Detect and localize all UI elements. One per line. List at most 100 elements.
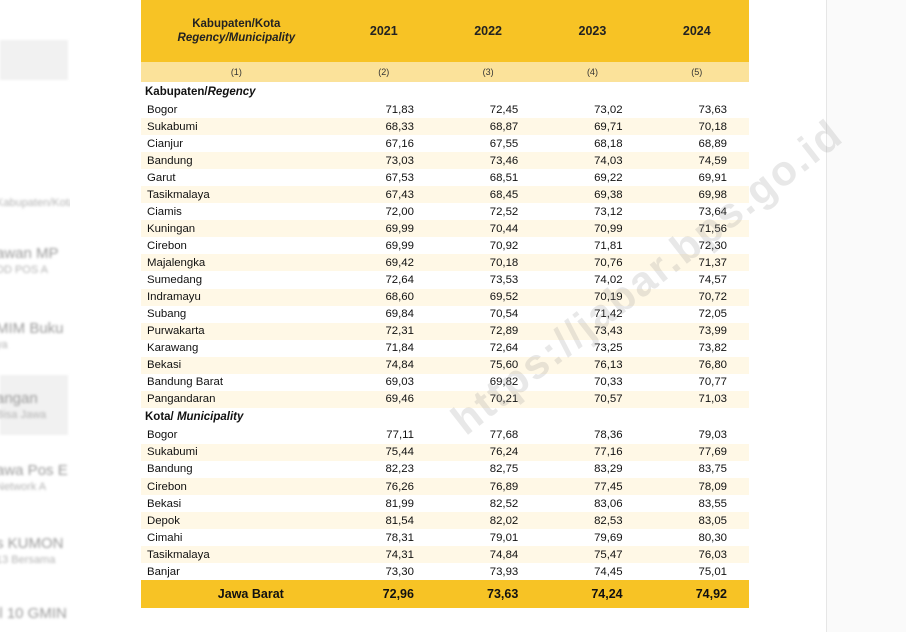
ipm-value: 69,84 xyxy=(331,305,436,323)
ipm-value: 73,03 xyxy=(331,152,436,170)
section-title: Kota/ Municipality xyxy=(141,407,749,427)
background-link: s KUMON 13 Bersama xyxy=(0,535,70,566)
header-year: 2023 xyxy=(540,0,645,62)
table-row: Cianjur 67,16 67,55 68,18 68,89 xyxy=(141,135,749,153)
municipality-section: Kota/ Municipality Bogor 77,11 77,68 78,36 79… xyxy=(141,407,749,581)
region-name: Kuningan xyxy=(141,220,332,238)
region-name: Karawang xyxy=(141,339,332,357)
ipm-value: 70,19 xyxy=(540,288,645,306)
ipm-value: 74,02 xyxy=(540,271,645,289)
ipm-value: 73,99 xyxy=(644,322,749,340)
table-row: Bogor 77,11 77,68 78,36 79,03 xyxy=(141,426,749,444)
ipm-value: 70,54 xyxy=(435,305,541,323)
region-name: Bogor xyxy=(141,101,332,119)
ipm-value: 79,03 xyxy=(644,426,749,444)
table-row: Bandung Barat 69,03 69,82 70,33 70,77 xyxy=(141,373,749,391)
ipm-value: 82,53 xyxy=(540,512,645,530)
ipm-value: 69,52 xyxy=(435,288,541,306)
ipm-value: 69,38 xyxy=(540,186,645,204)
ipm-value: 69,91 xyxy=(644,169,749,187)
region-name: Pangandaran xyxy=(141,390,332,408)
table-row: Karawang 71,84 72,64 73,25 73,82 xyxy=(141,339,749,357)
header-region-label: Kabupaten/Kota Regency/Municipality xyxy=(141,0,332,62)
ipm-value: 67,55 xyxy=(435,135,541,153)
background-link: awan MP DD POS A xyxy=(0,245,70,276)
table-row: Purwakarta 72,31 72,89 73,43 73,99 xyxy=(141,322,749,340)
column-number: (5) xyxy=(644,62,749,82)
ipm-value: 69,22 xyxy=(540,169,645,187)
ipm-value: 73,12 xyxy=(540,203,645,221)
ipm-value: 67,53 xyxy=(331,169,436,187)
ipm-value: 78,31 xyxy=(331,529,436,547)
section-title-en: Municipality xyxy=(176,411,244,424)
ipm-value: 73,25 xyxy=(540,339,645,357)
ipm-value: 72,45 xyxy=(435,101,541,119)
table-row: Garut 67,53 68,51 69,22 69,91 xyxy=(141,169,749,187)
ipm-value: 69,99 xyxy=(331,237,436,255)
total-value: 73,63 xyxy=(435,580,541,609)
ipm-value: 72,64 xyxy=(435,339,541,357)
ipm-value: 72,30 xyxy=(644,237,749,255)
ipm-value: 81,54 xyxy=(331,512,436,530)
background-link-title: s KUMON xyxy=(0,535,64,552)
ipm-value: 71,56 xyxy=(644,220,749,238)
region-name: Banjar xyxy=(141,563,332,581)
background-box xyxy=(0,40,68,80)
ipm-value: 76,80 xyxy=(644,356,749,374)
table-row: Sukabumi 68,33 68,87 69,71 70,18 xyxy=(141,118,749,136)
total-row: Jawa Barat 72,96 73,63 74,24 74,92 xyxy=(141,580,749,609)
background-link-subtitle: 13 Bersama xyxy=(0,554,56,566)
ipm-value: 71,84 xyxy=(331,339,436,357)
region-name: Depok xyxy=(141,512,332,530)
ipm-value: 75,44 xyxy=(331,443,436,461)
background-box xyxy=(0,375,68,435)
background-link: il 10 GMIN xyxy=(0,605,70,624)
ipm-value: 70,18 xyxy=(435,254,541,272)
ipm-value: 81,99 xyxy=(331,495,436,513)
ipm-value: 75,60 xyxy=(435,356,541,374)
ipm-value: 73,64 xyxy=(644,203,749,221)
region-name: Majalengka xyxy=(141,254,332,272)
region-name: Bandung Barat xyxy=(141,373,332,391)
ipm-value: 74,45 xyxy=(540,563,645,581)
total-value: 72,96 xyxy=(331,580,436,609)
region-name: Subang xyxy=(141,305,332,323)
ipm-value: 70,57 xyxy=(540,390,645,408)
background-link-subtitle: Bisa Jawa xyxy=(0,409,47,421)
ipm-table: Kabupaten/Kota Regency/Municipality 2021… xyxy=(141,0,749,609)
table-row: Tasikmalaya 74,31 74,84 75,47 76,03 xyxy=(141,546,749,564)
total-name: Jawa Barat xyxy=(141,580,332,609)
ipm-value: 77,69 xyxy=(644,443,749,461)
ipm-value: 71,37 xyxy=(644,254,749,272)
ipm-value: 71,42 xyxy=(540,305,645,323)
ipm-value: 74,03 xyxy=(540,152,645,170)
ipm-value: 79,01 xyxy=(435,529,541,547)
background-link: awa Pos E Network A xyxy=(0,462,70,493)
region-name: Bekasi xyxy=(141,356,332,374)
ipm-value: 68,87 xyxy=(435,118,541,136)
section-title-row: Kabupaten/Regency xyxy=(141,82,749,101)
table-row: Ciamis 72,00 72,52 73,12 73,64 xyxy=(141,203,749,221)
ipm-value: 72,52 xyxy=(435,203,541,221)
region-name: Bogor xyxy=(141,426,332,444)
ipm-value: 73,63 xyxy=(644,101,749,119)
table-row: Bandung 73,03 73,46 74,03 74,59 xyxy=(141,152,749,170)
ipm-value: 67,16 xyxy=(331,135,436,153)
region-name: Cimahi xyxy=(141,529,332,547)
header-year: 2021 xyxy=(331,0,436,62)
table-row: Kuningan 69,99 70,44 70,99 71,56 xyxy=(141,220,749,238)
region-name: Sumedang xyxy=(141,271,332,289)
background-link-subtitle: Kabupaten/Kota xyxy=(0,197,70,209)
ipm-value: 82,02 xyxy=(435,512,541,530)
table-row: Bekasi 81,99 82,52 83,06 83,55 xyxy=(141,495,749,513)
ipm-value: 67,43 xyxy=(331,186,436,204)
section-title-id: Kota/ xyxy=(145,411,177,424)
ipm-value: 82,75 xyxy=(435,460,541,478)
background-link: angan Bisa Jawa xyxy=(0,390,70,421)
ipm-value: 70,72 xyxy=(644,288,749,306)
table-row: Tasikmalaya 67,43 68,45 69,38 69,98 xyxy=(141,186,749,204)
ipm-value: 74,59 xyxy=(644,152,749,170)
table-row: Depok 81,54 82,02 82,53 83,05 xyxy=(141,512,749,530)
ipm-value: 70,44 xyxy=(435,220,541,238)
table-row: Subang 69,84 70,54 71,42 72,05 xyxy=(141,305,749,323)
